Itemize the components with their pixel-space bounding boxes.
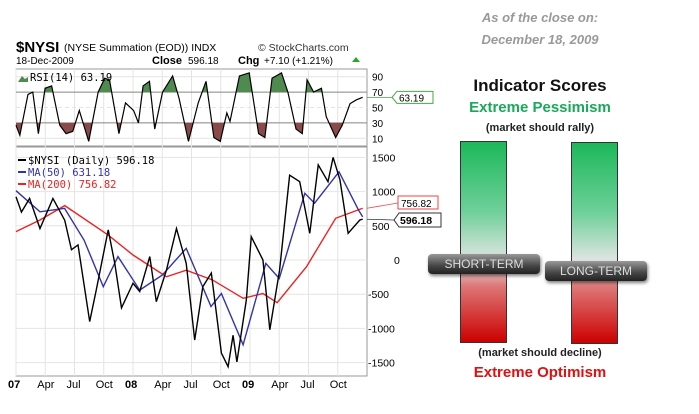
rsi-title: RSI(14) 63.19 xyxy=(30,72,112,84)
top-label: Extreme Pessimism xyxy=(469,99,611,116)
chart-date: 18-Dec-2009 xyxy=(16,56,74,67)
series-line-0 xyxy=(15,157,363,370)
x-tick-label: Apr xyxy=(271,379,288,391)
rsi-last-label: 63.19 xyxy=(399,93,424,104)
short-term-bar xyxy=(460,141,507,343)
series-line-2 xyxy=(15,204,363,304)
asof-line1: As of the close on: xyxy=(481,10,599,25)
x-tick-label: Jul xyxy=(184,379,198,391)
long-term-bar xyxy=(571,142,618,344)
short-term-marker: SHORT-TERM xyxy=(428,254,540,274)
x-tick-label: Oct xyxy=(96,379,113,391)
legend-label: MA(200) 756.82 xyxy=(28,179,117,191)
x-tick-label: Jul xyxy=(67,379,81,391)
x-tick-label: Apr xyxy=(154,379,171,391)
bottom-label: Extreme Optimism xyxy=(473,364,607,381)
ma200-last-box xyxy=(397,195,439,210)
close-label: Close xyxy=(152,55,182,67)
price-tick-label: -1000 xyxy=(368,323,395,335)
price-tick-label: -500 xyxy=(368,289,389,301)
rsi-tick-label: 30 xyxy=(372,119,384,130)
ma200-last-label: 756.82 xyxy=(401,199,432,210)
x-tick-label: 08 xyxy=(125,379,137,391)
price-tick-label: 0 xyxy=(394,255,400,267)
rsi-tick-label: 50 xyxy=(372,104,384,115)
x-tick-label: Oct xyxy=(330,379,347,391)
rsi-overbought-fill xyxy=(16,72,363,93)
legend-label: MA(50) 631.18 xyxy=(28,167,110,179)
rsi-tick-label: 10 xyxy=(372,134,384,145)
long-term-marker: LONG-TERM xyxy=(545,261,647,281)
rsi-tick-label: 70 xyxy=(372,88,384,99)
top-sub: (market should rally) xyxy=(485,122,595,134)
rsi-tick-label: 90 xyxy=(372,73,384,84)
rsi-last-box xyxy=(391,90,434,104)
asof-line2: December 18, 2009 xyxy=(481,32,599,47)
ma200-last-leader xyxy=(366,202,399,209)
rsi-oversold-fill xyxy=(16,122,344,142)
x-tick-label: Jul xyxy=(301,379,315,391)
chg-label: Chg xyxy=(238,55,259,67)
price-last-label: 596.18 xyxy=(400,215,432,227)
nysi-chart: $NYSI (NYSE Summation (EOD)) INDX © Stoc… xyxy=(8,39,442,391)
close-value: 596.18 xyxy=(188,56,219,67)
x-tick-label: Apr xyxy=(37,379,54,391)
price-tick-label: 500 xyxy=(372,221,390,233)
source: © StockCharts.com xyxy=(258,42,349,54)
series-line-1 xyxy=(15,170,364,347)
price-tick-label: 1500 xyxy=(372,152,396,164)
x-tick-label: 07 xyxy=(8,379,20,391)
symbol-desc: (NYSE Summation (EOD)) INDX xyxy=(64,42,216,54)
price-last-box xyxy=(393,212,442,228)
price-tick-label: -1500 xyxy=(368,358,395,370)
x-tick-label: Oct xyxy=(213,379,230,391)
x-tick-label: 09 xyxy=(242,379,254,391)
bottom-sub: (market should decline) xyxy=(478,347,602,359)
price-last-leader xyxy=(366,218,395,221)
up-arrow-icon xyxy=(352,57,360,62)
chg-value: +7.10 (+1.21%) xyxy=(264,56,333,67)
indicator-title: Indicator Scores xyxy=(473,76,607,95)
legend-label: $NYSI (Daily) 596.18 xyxy=(28,155,154,167)
rsi-legend-icon xyxy=(18,76,28,82)
price-tick-label: 1000 xyxy=(372,187,396,199)
rsi-line xyxy=(15,71,363,143)
symbol: $NYSI xyxy=(16,39,59,56)
